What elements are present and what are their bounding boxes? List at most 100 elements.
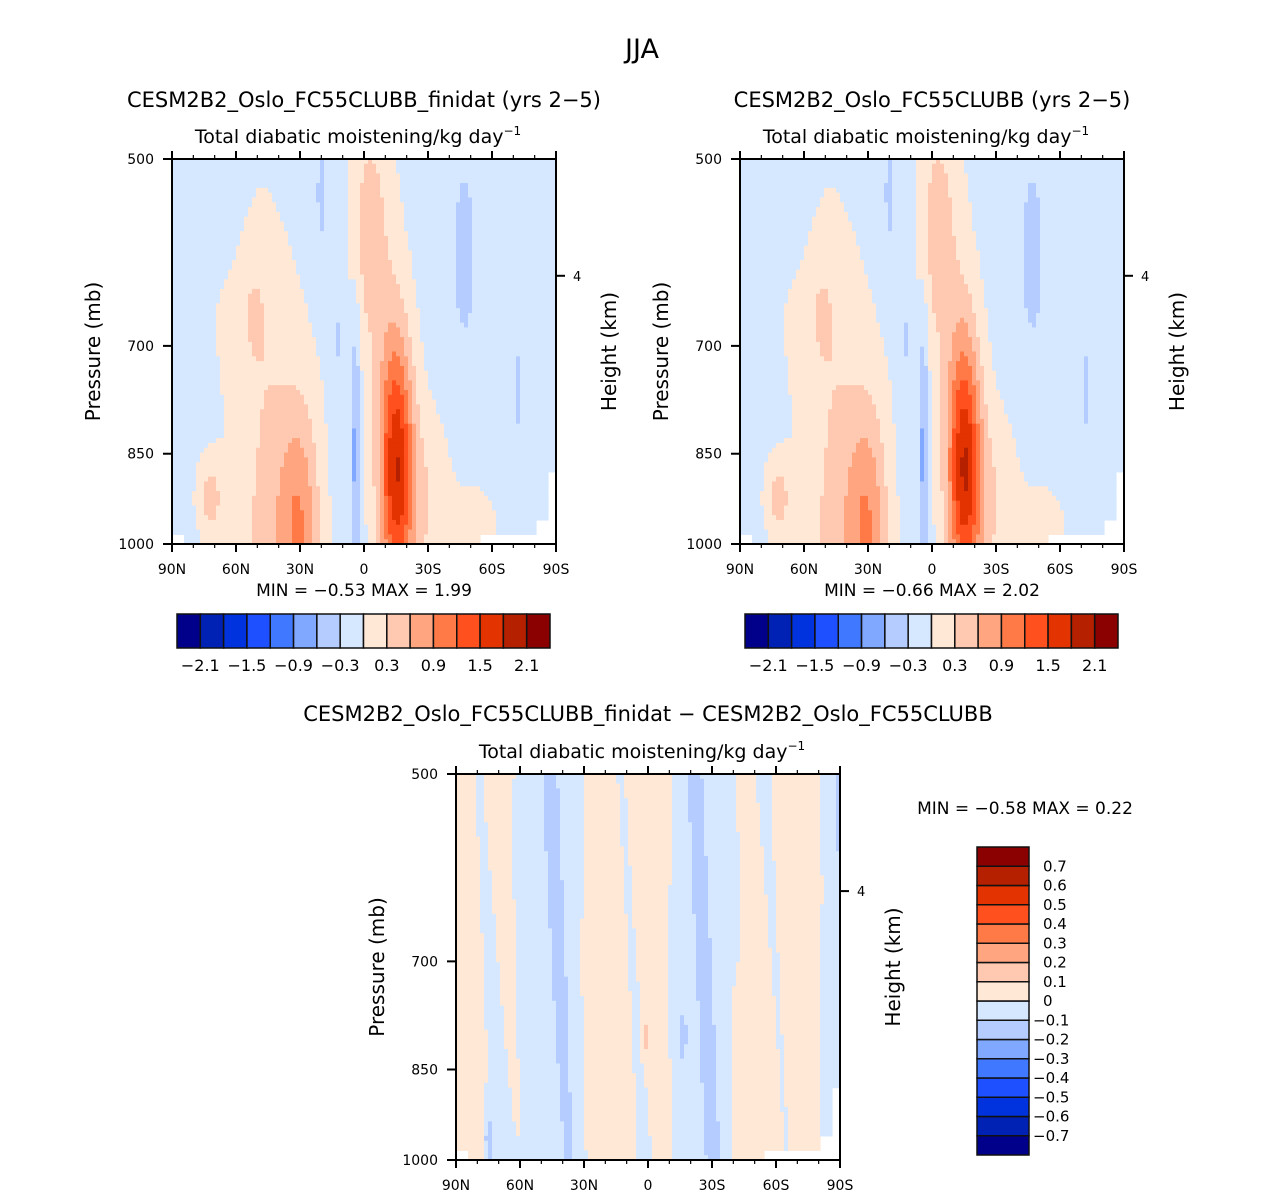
contour-cell [172,197,177,203]
contour-cell [416,293,421,300]
contour-cell [188,495,193,502]
contour-cell [316,341,321,348]
contour-cell [324,178,329,184]
contour-cell [324,216,329,223]
contour-cell [304,332,309,338]
contour-cell [180,462,185,468]
contour-cell [356,327,361,333]
contour-cell [272,163,277,170]
contour-cell [400,322,405,329]
contour-cell [328,390,333,396]
contour-cell [272,495,277,502]
contour-cell [284,163,289,170]
contour-cell [244,173,249,179]
contour-cell [392,236,397,242]
contour-cell [416,245,421,252]
contour-cell [328,356,333,362]
contour-cell [280,245,285,252]
contour-cell [396,211,401,218]
contour-cell [348,264,353,271]
contour-cell [340,476,345,483]
contour-cell [412,457,417,463]
contour-cell [316,457,321,463]
contour-cell [308,467,313,473]
contour-cell [192,524,197,531]
contour-cell [184,341,189,348]
contour-cell [188,236,193,242]
contour-cell [272,467,277,473]
contour-cell [188,303,193,309]
contour-cell [372,284,377,290]
contour-cell [180,467,185,473]
contour-cell [368,380,373,386]
contour-cell [224,187,229,194]
contour-cell [312,534,317,540]
contour-cell [224,418,229,425]
contour-cell [216,269,221,276]
contour-cell [372,303,377,309]
contour-cell [288,351,293,357]
contour-cell [184,183,189,189]
contour-cell [336,322,341,329]
contour-cell [256,380,261,386]
contour-cell [220,337,225,343]
contour-cell [260,361,265,367]
contour-cell [200,337,205,343]
contour-cell [264,361,269,367]
contour-cell [232,298,237,304]
contour-cell [200,221,205,227]
contour-cell [372,447,377,454]
contour-cell [348,462,353,468]
contour-cell [364,534,369,540]
contour-cell [284,351,289,357]
contour-cell [176,462,181,468]
contour-cell [364,414,369,420]
contour-cell [312,298,317,304]
contour-cell [304,313,309,319]
contour-cell [288,399,293,406]
contour-cell [360,491,365,497]
contour-cell [372,491,377,497]
contour-cell [196,221,201,227]
contour-cell [276,308,281,314]
contour-cell [320,409,325,415]
contour-cell [392,187,397,194]
contour-cell [296,346,301,353]
contour-cell [240,240,245,247]
contour-cell [324,346,329,353]
contour-cell [280,385,285,391]
contour-cell [240,471,245,478]
contour-cell [416,481,421,487]
contour-cell [172,481,177,487]
contour-cell [292,255,297,261]
contour-cell [416,365,421,372]
contour-cell [236,519,241,526]
contour-cell [272,447,277,454]
contour-cell [364,380,369,386]
contour-cell [208,515,213,521]
contour-cell [316,524,321,531]
contour-cell [176,322,181,329]
contour-cell [244,356,249,362]
contour-cell [372,159,377,165]
contour-cell [280,197,285,203]
contour-cell [380,341,385,348]
contour-cell [240,173,245,179]
contour-cell [172,288,177,295]
contour-cell [304,519,309,526]
contour-cell [224,481,229,487]
contour-cell [356,452,361,458]
contour-cell [240,221,245,227]
contour-cell [320,414,325,420]
contour-cell [216,231,221,237]
contour-cell [220,519,225,526]
contour-cell [248,524,253,531]
contour-cell [200,250,205,256]
contour-cell [216,519,221,526]
contour-cell [276,313,281,319]
contour-cell [300,168,305,175]
contour-cell [292,534,297,540]
contour-cell [364,404,369,410]
contour-cell [340,375,345,381]
contour-cell [232,433,237,439]
